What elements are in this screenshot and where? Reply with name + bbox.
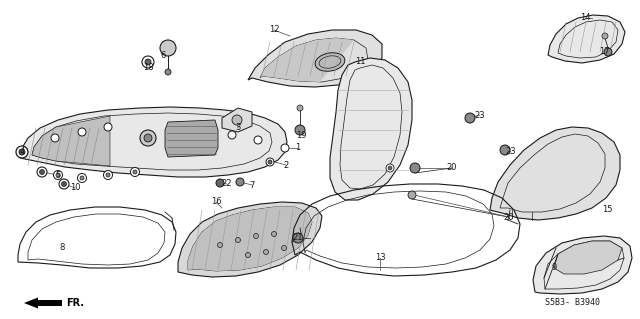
Polygon shape [248,30,382,87]
Polygon shape [178,202,322,277]
Text: 20: 20 [447,164,457,173]
Text: 4: 4 [19,147,24,157]
Circle shape [216,179,224,187]
Circle shape [77,174,86,182]
Circle shape [246,253,250,257]
Text: 15: 15 [602,205,612,214]
Circle shape [271,232,276,236]
Polygon shape [260,38,354,82]
Circle shape [133,170,137,174]
FancyArrow shape [24,298,62,308]
Polygon shape [32,116,110,166]
Text: 16: 16 [211,197,221,206]
Text: 18: 18 [143,63,154,72]
Circle shape [254,136,262,144]
Polygon shape [330,58,412,200]
Circle shape [142,56,154,68]
Polygon shape [165,120,218,157]
Circle shape [281,144,289,152]
Text: 12: 12 [269,26,279,34]
Text: 11: 11 [355,57,365,66]
Text: S5B3- B3940: S5B3- B3940 [545,298,600,307]
Circle shape [410,163,420,173]
Text: 19: 19 [296,130,307,139]
Text: 14: 14 [580,13,590,23]
Circle shape [218,242,223,248]
Text: 21: 21 [292,234,303,242]
Circle shape [56,173,60,177]
Circle shape [295,125,305,135]
Circle shape [604,48,612,56]
Ellipse shape [315,53,345,71]
Circle shape [131,167,140,176]
Polygon shape [490,127,620,220]
Polygon shape [533,236,632,294]
Polygon shape [20,107,287,177]
Circle shape [228,131,236,139]
Circle shape [144,134,152,142]
Circle shape [104,170,113,180]
Circle shape [40,169,45,174]
Text: 7: 7 [250,181,255,189]
Circle shape [59,179,69,189]
Circle shape [297,105,303,111]
Circle shape [145,59,151,65]
Circle shape [236,178,244,186]
Circle shape [61,182,67,187]
Circle shape [78,128,86,136]
Text: 17: 17 [598,48,609,56]
Circle shape [37,167,47,177]
Text: 20: 20 [504,212,515,221]
Circle shape [268,160,272,164]
Circle shape [140,130,156,146]
Circle shape [388,166,392,170]
Circle shape [282,246,287,250]
Circle shape [236,238,241,242]
Circle shape [51,134,59,142]
Circle shape [54,170,63,180]
Circle shape [253,234,259,239]
Text: 23: 23 [475,110,485,120]
Circle shape [500,145,510,155]
Text: 6: 6 [160,50,166,60]
Circle shape [386,164,394,172]
Circle shape [232,115,242,125]
Circle shape [602,33,608,39]
Text: 23: 23 [506,147,516,157]
Polygon shape [548,15,625,63]
Circle shape [80,176,84,180]
Circle shape [264,249,269,255]
Polygon shape [554,241,622,274]
Circle shape [465,113,475,123]
Circle shape [19,149,25,155]
Polygon shape [188,207,312,271]
Circle shape [106,173,110,177]
Text: 5: 5 [56,170,61,180]
Text: 2: 2 [284,160,289,169]
Polygon shape [222,108,252,132]
Text: 1: 1 [296,144,301,152]
Circle shape [16,146,28,158]
Text: 22: 22 [221,180,232,189]
Circle shape [104,123,112,131]
Circle shape [160,40,176,56]
Text: 3: 3 [236,123,241,132]
Circle shape [165,69,171,75]
Text: 10: 10 [70,183,80,192]
Circle shape [293,233,303,243]
Circle shape [408,191,416,199]
Text: 8: 8 [60,243,65,253]
Text: 13: 13 [374,254,385,263]
Circle shape [266,158,274,166]
Text: 9: 9 [552,263,557,272]
Text: FR.: FR. [66,298,84,308]
